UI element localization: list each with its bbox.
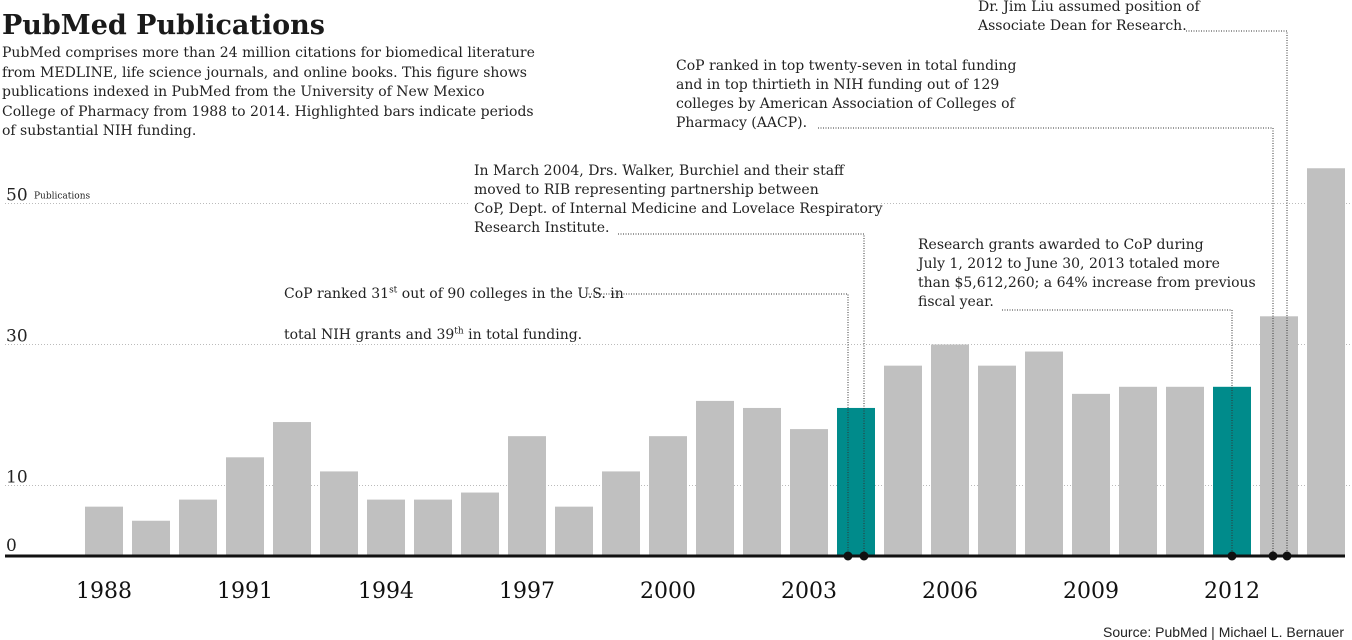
x-tick-label: 2006 (922, 579, 978, 604)
bar (1307, 168, 1345, 556)
bar (696, 400, 734, 556)
nih-rank-marker (843, 551, 853, 561)
aacp-rank-marker (1268, 551, 1278, 561)
y-tick-label: 0 (6, 536, 17, 556)
x-tick-label: 2012 (1204, 579, 1260, 604)
aacp-rank-leader (818, 127, 1274, 556)
bar (1260, 316, 1298, 556)
bar (602, 471, 640, 556)
y-axis-label: Publications (34, 192, 90, 202)
x-tick-label: 1988 (76, 579, 132, 604)
x-tick-label: 2003 (781, 579, 837, 604)
annotation-mask (974, 0, 1204, 38)
associate-dean-marker (1282, 551, 1292, 561)
y-tick-label: 10 (6, 468, 28, 488)
bar (555, 506, 593, 556)
annotation-rib-move: In March 2004, Drs. Walker, Burchiel and… (474, 163, 883, 236)
bar (226, 457, 264, 556)
rib-move-marker (859, 551, 869, 561)
bar (320, 471, 358, 556)
associate-dean-leader (1186, 30, 1288, 556)
annotation-mask (470, 160, 880, 242)
annotation-mask (672, 54, 1012, 132)
annotation-research-grants: Research grants awarded to CoP during Ju… (918, 237, 1256, 310)
bar (508, 436, 546, 556)
bar (1072, 393, 1110, 556)
annotation-mask (280, 258, 610, 300)
x-tick-label: 1994 (358, 579, 414, 604)
bar (931, 344, 969, 556)
annotation-associate-dean: Dr. Jim Liu assumed position of Associat… (978, 0, 1200, 34)
x-tick-label: 1997 (499, 579, 555, 604)
bar (649, 436, 687, 556)
bar (132, 520, 170, 556)
research-grants-marker (1227, 551, 1237, 561)
chart-subtitle: PubMed comprises more than 24 million ci… (2, 45, 535, 139)
annotation-aacp-rank: CoP ranked in top twenty-seven in total … (676, 58, 1017, 131)
x-tick-label: 1991 (217, 579, 273, 604)
y-tick-label: 50 (6, 186, 28, 206)
bar (790, 429, 828, 556)
bar (414, 499, 452, 556)
bar (978, 365, 1016, 556)
bar (273, 422, 311, 556)
x-tick-label: 2000 (640, 579, 696, 604)
chart-title: PubMed Publications (2, 10, 325, 41)
bar (1166, 386, 1204, 556)
bar (1119, 386, 1157, 556)
x-tick-label: 2009 (1063, 579, 1119, 604)
bar (837, 407, 875, 556)
research-grants-leader (1002, 309, 1233, 556)
annotation-nih-rank-line1: CoP ranked 31st out of 90 colleges in th… (284, 285, 624, 302)
y-tick-label: 30 (6, 327, 28, 347)
annotation-nih-rank: CoP ranked 31st out of 90 colleges in th… (284, 262, 624, 345)
rib-move-leader (618, 233, 865, 556)
bar (85, 506, 123, 556)
bar (179, 499, 217, 556)
annotation-nih-rank-line2: total NIH grants and 39th in total fundi… (284, 326, 583, 344)
source-credit: Source: PubMed | Michael L. Bernauer (1103, 624, 1344, 640)
annotation-mask (914, 232, 1250, 314)
bar (367, 499, 405, 556)
bar (1025, 351, 1063, 556)
bar (461, 492, 499, 556)
bar (884, 365, 922, 556)
bar (743, 407, 781, 556)
